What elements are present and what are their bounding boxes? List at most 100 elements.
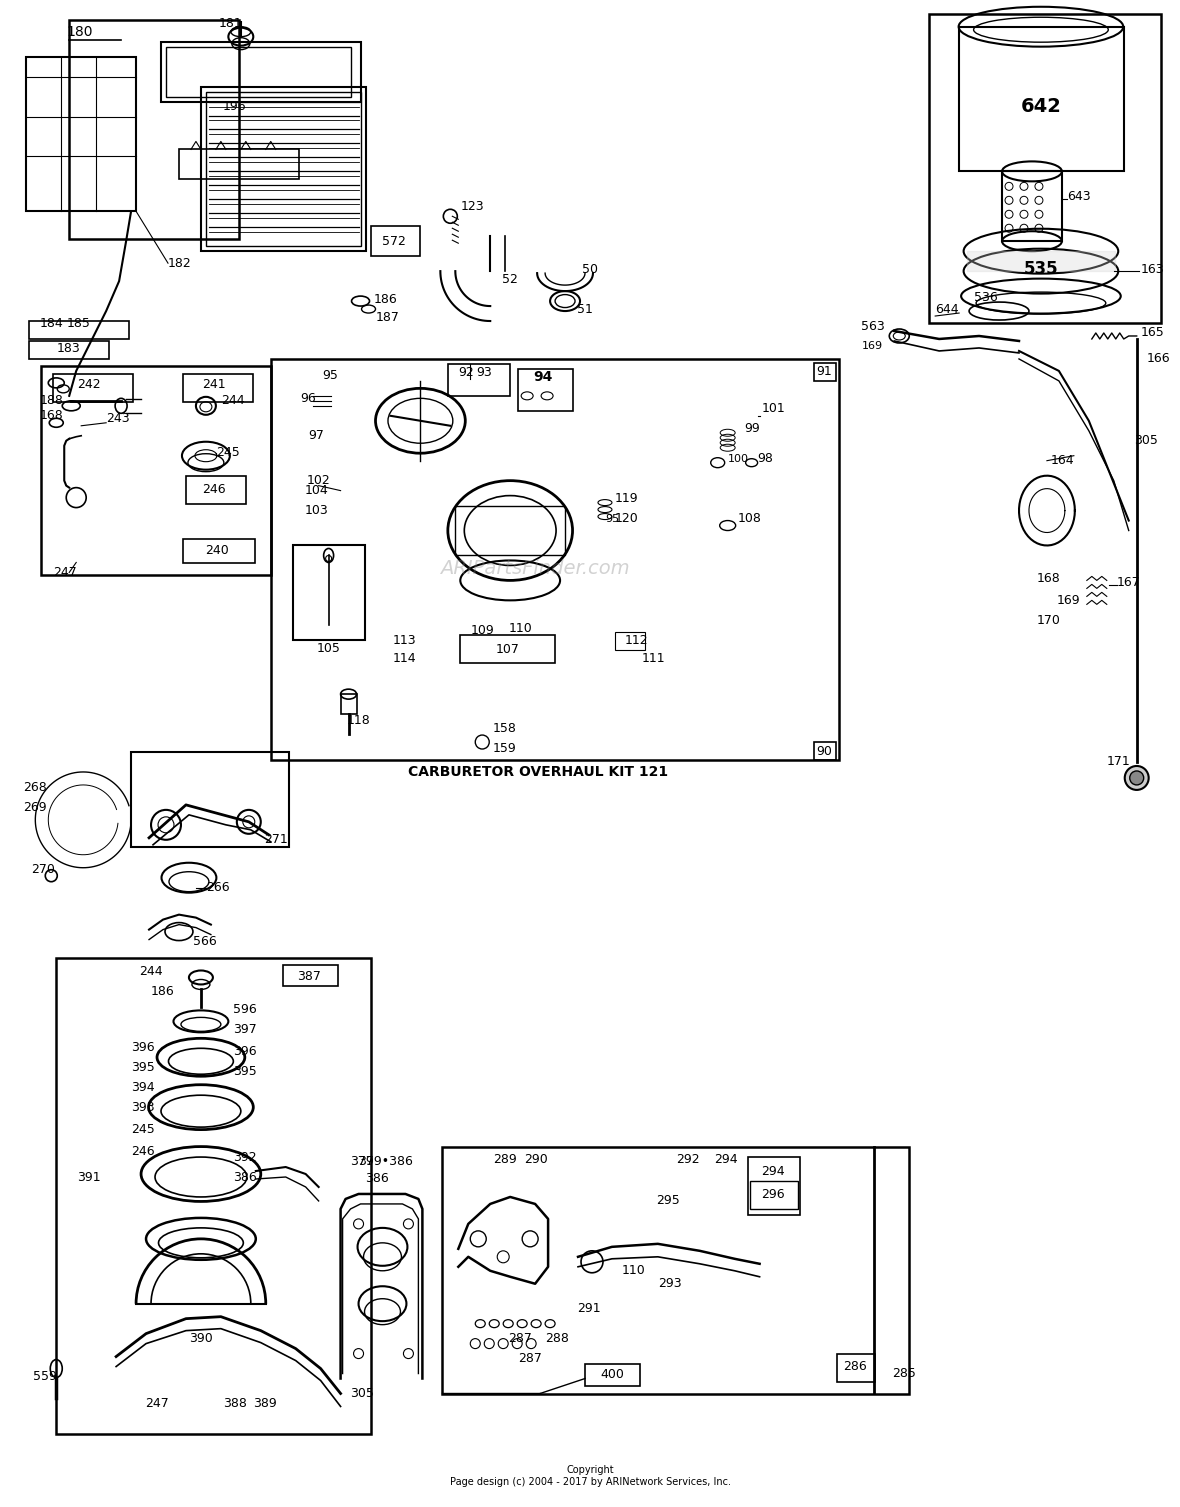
Text: 566: 566	[194, 934, 217, 948]
Text: 167: 167	[1116, 576, 1141, 589]
Text: 169: 169	[861, 341, 883, 351]
Bar	[585, 1364, 640, 1385]
Text: 52: 52	[503, 273, 518, 286]
Bar	[41, 366, 270, 576]
Text: 291: 291	[577, 1302, 601, 1316]
Text: 92: 92	[458, 366, 474, 380]
Text: 271: 271	[264, 833, 288, 847]
Text: ARIPartsFinder.com: ARIPartsFinder.com	[440, 559, 630, 579]
Text: 240: 240	[205, 544, 229, 558]
Text: 245: 245	[131, 1123, 155, 1136]
Bar	[26, 57, 136, 211]
Bar	[838, 1353, 876, 1382]
Text: 270: 270	[32, 864, 55, 876]
Text: 396: 396	[131, 1041, 155, 1053]
Text: 269: 269	[24, 802, 47, 814]
Text: 286: 286	[844, 1359, 867, 1373]
Text: 243: 243	[106, 413, 130, 425]
Bar	[205, 92, 361, 246]
Text: 101: 101	[761, 402, 786, 416]
Bar	[30, 341, 109, 359]
Text: 93: 93	[477, 366, 492, 380]
Text: 109: 109	[471, 624, 494, 637]
Bar	[929, 14, 1161, 322]
Text: 644: 644	[936, 303, 959, 315]
Bar	[57, 957, 371, 1435]
Text: 170: 170	[1037, 613, 1061, 627]
Text: 389: 389	[253, 1397, 276, 1411]
Text: 99: 99	[745, 422, 760, 436]
Bar	[70, 20, 238, 240]
Text: 51: 51	[577, 303, 592, 315]
Text: 296: 296	[761, 1189, 785, 1201]
Bar	[179, 149, 299, 179]
Text: 98: 98	[758, 452, 773, 466]
Text: 572: 572	[381, 235, 406, 247]
Text: 288: 288	[545, 1332, 569, 1346]
Text: 393: 393	[131, 1100, 155, 1114]
Text: 112: 112	[625, 634, 649, 647]
Text: 245: 245	[216, 446, 240, 460]
Text: 168: 168	[1037, 573, 1061, 585]
Text: 50: 50	[582, 262, 598, 276]
Bar	[749, 1181, 798, 1209]
Bar	[293, 546, 365, 640]
Text: 95: 95	[605, 514, 620, 523]
Text: 293: 293	[657, 1278, 682, 1290]
Text: CARBURETOR OVERHAUL KIT 121: CARBURETOR OVERHAUL KIT 121	[408, 766, 669, 779]
Text: 114: 114	[393, 651, 417, 665]
Text: 244: 244	[221, 395, 244, 407]
Text: 119: 119	[615, 493, 638, 505]
Text: 108: 108	[738, 512, 761, 524]
Text: 158: 158	[492, 722, 516, 734]
Text: 379: 379	[350, 1154, 374, 1168]
Text: 390: 390	[189, 1332, 212, 1346]
Text: 182: 182	[168, 256, 191, 270]
Bar	[518, 369, 573, 411]
Text: 103: 103	[304, 503, 328, 517]
Text: 166: 166	[1147, 353, 1171, 365]
Text: 388: 388	[223, 1397, 247, 1411]
Bar	[748, 1157, 800, 1215]
Bar	[131, 752, 289, 847]
Text: 292: 292	[676, 1153, 700, 1165]
Text: 536: 536	[975, 291, 998, 303]
Bar	[53, 374, 133, 402]
Text: 289: 289	[493, 1153, 517, 1165]
Text: 268: 268	[24, 782, 47, 794]
Text: 394: 394	[131, 1081, 155, 1094]
Text: 290: 290	[524, 1153, 548, 1165]
Bar	[341, 695, 356, 714]
Text: 100: 100	[728, 454, 748, 464]
Text: 596: 596	[232, 1002, 256, 1016]
Text: 97: 97	[309, 429, 325, 442]
Text: 111: 111	[642, 651, 666, 665]
Text: 397: 397	[232, 1023, 256, 1035]
Text: 287: 287	[518, 1352, 542, 1365]
Text: 96: 96	[301, 392, 316, 405]
Text: 94: 94	[533, 369, 552, 384]
Text: 185: 185	[66, 316, 90, 330]
Text: 244: 244	[139, 964, 163, 978]
Bar	[270, 359, 839, 760]
Bar	[283, 964, 337, 987]
Bar	[186, 476, 245, 503]
Text: 104: 104	[304, 484, 328, 497]
Text: 186: 186	[374, 292, 398, 306]
Bar	[166, 47, 350, 96]
Text: 294: 294	[761, 1165, 785, 1177]
Text: 159: 159	[492, 741, 516, 755]
Text: 102: 102	[307, 475, 330, 487]
Text: 287: 287	[509, 1332, 532, 1346]
Bar	[371, 226, 420, 256]
Text: 196: 196	[223, 99, 247, 113]
Text: 246: 246	[131, 1144, 155, 1157]
Text: 295: 295	[656, 1195, 680, 1207]
Text: 535: 535	[1023, 261, 1058, 279]
Text: 559: 559	[33, 1370, 57, 1383]
Text: 241: 241	[202, 378, 225, 392]
Text: 164: 164	[1051, 454, 1075, 467]
Text: 392: 392	[232, 1150, 256, 1163]
Text: 91: 91	[817, 365, 832, 378]
Text: 180: 180	[66, 24, 92, 39]
